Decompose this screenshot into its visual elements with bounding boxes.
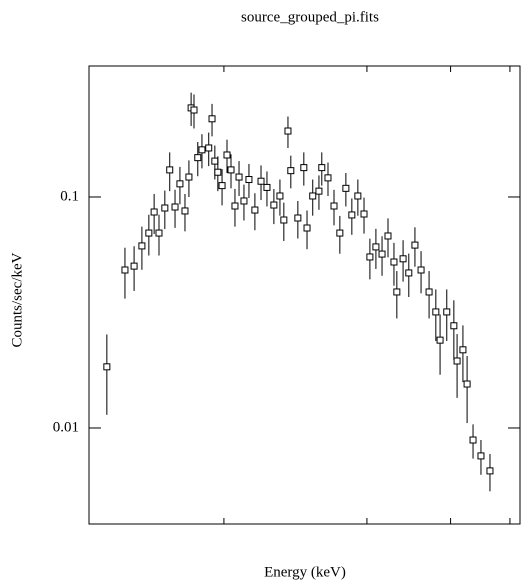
data-point bbox=[211, 157, 219, 165]
data-point bbox=[240, 197, 248, 205]
data-point bbox=[130, 262, 138, 270]
data-point bbox=[405, 269, 413, 277]
data-point bbox=[218, 182, 226, 190]
data-point bbox=[384, 232, 392, 240]
data-point bbox=[284, 127, 292, 135]
data-point bbox=[185, 173, 193, 181]
data-point bbox=[245, 176, 253, 184]
y-axis-label: Counts/sec/keV bbox=[9, 252, 25, 347]
data-point bbox=[459, 346, 467, 354]
data-point bbox=[486, 467, 494, 475]
data-point bbox=[231, 202, 239, 210]
data-point bbox=[121, 266, 129, 274]
data-point bbox=[309, 192, 317, 200]
data-point bbox=[348, 211, 356, 219]
y-tick-label: 0.1 bbox=[60, 188, 79, 204]
data-point bbox=[176, 180, 184, 188]
y-tick-label: 0.01 bbox=[53, 419, 79, 435]
data-point bbox=[103, 363, 111, 371]
data-point bbox=[366, 253, 374, 261]
data-point bbox=[194, 154, 202, 162]
data-point bbox=[161, 204, 169, 212]
data-point bbox=[181, 207, 189, 215]
data-point bbox=[205, 144, 213, 152]
data-point bbox=[150, 208, 158, 216]
data-point bbox=[318, 164, 326, 172]
data-point bbox=[257, 177, 265, 185]
data-point bbox=[436, 336, 444, 344]
data-point bbox=[166, 166, 174, 174]
data-point bbox=[263, 183, 271, 191]
data-point bbox=[287, 167, 295, 175]
data-point bbox=[453, 357, 461, 365]
data-point bbox=[155, 229, 163, 237]
x-axis-label: Energy (keV) bbox=[264, 564, 346, 580]
data-point bbox=[190, 106, 198, 114]
data-point bbox=[390, 258, 398, 266]
data-point bbox=[450, 322, 458, 330]
data-point bbox=[270, 201, 278, 209]
data-point bbox=[324, 174, 332, 182]
data-point bbox=[463, 380, 471, 388]
data-point bbox=[378, 250, 386, 258]
data-point bbox=[469, 436, 477, 444]
data-point bbox=[280, 216, 288, 224]
data-point bbox=[208, 115, 216, 123]
data-point bbox=[227, 166, 235, 174]
data-point bbox=[235, 173, 243, 181]
data-point bbox=[198, 146, 206, 154]
data-point bbox=[393, 288, 401, 296]
data-point bbox=[411, 241, 419, 249]
data-point bbox=[443, 308, 451, 316]
data-point bbox=[354, 192, 362, 200]
plot-frame bbox=[88, 65, 521, 525]
data-point bbox=[223, 151, 231, 159]
data-point bbox=[399, 255, 407, 263]
data-point bbox=[300, 164, 308, 172]
data-point bbox=[360, 210, 368, 218]
data-point bbox=[336, 229, 344, 237]
data-point bbox=[330, 202, 338, 210]
data-point bbox=[303, 224, 311, 232]
data-point bbox=[372, 243, 380, 251]
data-point bbox=[251, 206, 259, 214]
data-point bbox=[145, 229, 153, 237]
data-point bbox=[214, 168, 222, 176]
data-point bbox=[425, 288, 433, 296]
data-point bbox=[432, 308, 440, 316]
data-point bbox=[477, 452, 485, 460]
data-point bbox=[276, 192, 284, 200]
data-point bbox=[138, 242, 146, 250]
data-point bbox=[342, 184, 350, 192]
data-point bbox=[315, 187, 323, 195]
data-point bbox=[417, 266, 425, 274]
data-point bbox=[171, 203, 179, 211]
data-point bbox=[294, 214, 302, 222]
chart-title: source_grouped_pi.fits bbox=[241, 9, 379, 25]
